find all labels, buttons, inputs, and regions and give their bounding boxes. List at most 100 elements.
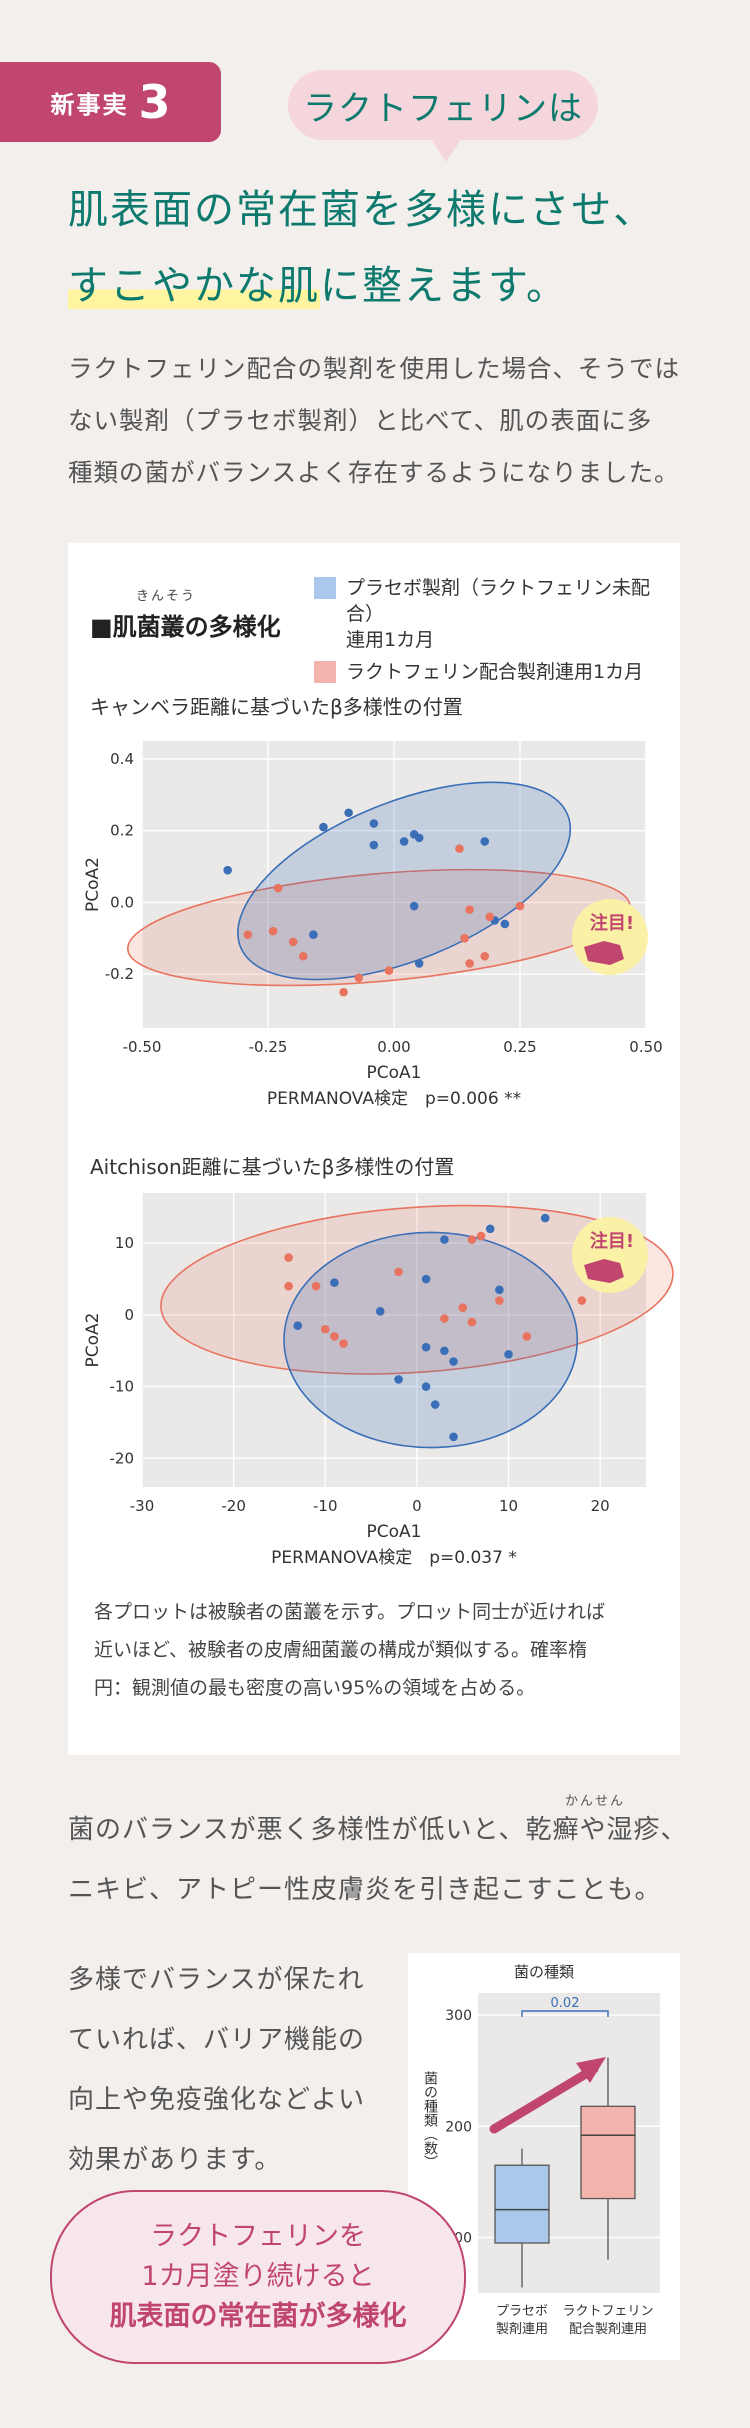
permanova-label: PERMANOVA検定 p=0.037 * [271, 1548, 517, 1568]
para-ruby: かんせん [565, 1794, 626, 1809]
data-point-lactoferrin [394, 1267, 403, 1277]
data-point-placebo [430, 1400, 440, 1409]
x-axis-label: PCoA1 [367, 1522, 422, 1542]
data-point-lactoferrin [284, 1281, 293, 1291]
y-tick-label: 0.4 [110, 750, 134, 768]
data-point-lactoferrin [577, 1296, 587, 1305]
legend-label-placebo: プラセボ製剤（ラクトフェリン未配合） 連用1カ月 [346, 577, 651, 651]
x-tick-label: 10 [499, 1497, 518, 1515]
headline-rest: に整えます。 [320, 263, 568, 309]
confidence-ellipse-placebo [237, 781, 572, 981]
legend-swatch-lactoferrin [314, 661, 336, 683]
y-tick-label: 10 [115, 1234, 134, 1252]
box-plot-title: 菌の種類 [514, 1963, 574, 1981]
data-point-placebo [399, 837, 409, 846]
significance-bracket [521, 2010, 609, 2017]
data-point-placebo [500, 919, 510, 929]
pointing-hand-icon [584, 1259, 624, 1283]
data-point-placebo [421, 1342, 431, 1352]
legend: プラセボ製剤（ラクトフェリン未配合） 連用1カ月 ラクトフェリン配合製剤連用1カ月 [314, 575, 680, 691]
chart2-title: Aitchison距離に基づいたβ多様性の付置 [90, 1155, 455, 1179]
permanova-label: PERMANOVA検定 p=0.006 ** [267, 1089, 521, 1109]
x-tick-label: 20 [591, 1497, 610, 1515]
box-category-label: プラセボ [496, 2304, 548, 2319]
y-tick-label: 0.2 [110, 822, 134, 840]
data-point-placebo [480, 837, 490, 846]
intro-line2: ない製剤（プラセボ製剤）と比べて、肌の表面に多 [68, 406, 653, 435]
data-point-placebo [293, 1321, 303, 1330]
data-point-lactoferrin [455, 844, 464, 853]
data-point-placebo [449, 1357, 458, 1366]
y-axis-label: PCoA2 [83, 1313, 103, 1368]
box-y-tick-label: 300 [445, 2008, 472, 2024]
data-point-lactoferrin [467, 1317, 477, 1327]
data-point-placebo [319, 822, 328, 832]
data-point-placebo [440, 1235, 449, 1244]
new-fact-number: 3 [138, 75, 171, 129]
data-point-lactoferrin [465, 905, 474, 914]
scatter-chart-2: -30 -20 -10 0 10 20 10 0 -10 -20 PCoA1 PERMANOVA検定 … [83, 1193, 674, 1568]
chart1-title: キャンベラ距離に基づいたβ多様性の付置 [90, 695, 463, 719]
data-point-placebo [414, 833, 424, 843]
box-iqr [494, 2164, 550, 2244]
y-tick-label: -0.2 [105, 965, 134, 983]
confidence-ellipse-placebo [283, 1231, 579, 1449]
data-point-lactoferrin [467, 1235, 477, 1244]
x-tick-label: -10 [313, 1497, 338, 1515]
chart-note: 各プロットは被験者の菌叢を示す。プロット同士が近ければ 近いほど、被験者の皮膚細… [94, 1601, 606, 1699]
x-tick-label: -0.50 [123, 1038, 162, 1056]
data-point-lactoferrin [243, 930, 253, 940]
data-point-lactoferrin [458, 1303, 468, 1313]
data-point-placebo [540, 1213, 550, 1223]
x-tick-label: 0.00 [377, 1038, 410, 1056]
para-risk: 菌のバランスが悪く多様性が低いと、乾癬や湿疹、 ニキビ、アトピー性皮膚炎を引き起… [68, 1815, 688, 1905]
data-point-placebo [394, 1375, 403, 1384]
data-point-lactoferrin [354, 973, 364, 983]
attention-callout: 注目! [572, 1217, 648, 1293]
data-point-lactoferrin [495, 1296, 504, 1305]
legend-item-placebo: プラセボ製剤（ラクトフェリン未配合） 連用1カ月 [314, 575, 680, 653]
data-point-lactoferrin [298, 951, 308, 961]
x-tick-label: -0.25 [249, 1038, 288, 1056]
lactoferrin-bubble: ラクトフェリンは [288, 70, 598, 162]
intro-line1: ラクトフェリン配合の製剤を使用した場合、そうでは [68, 354, 680, 383]
speech-bubble: ラクトフェリンを 1カ月塗り続けると 肌表面の常在菌が多様化 [50, 2190, 466, 2364]
headline-highlight: すこやかな肌 [68, 263, 320, 309]
new-fact-tag: 新事実 3 [0, 62, 221, 142]
data-point-placebo [330, 1278, 339, 1287]
box-y-axis-label: 菌の種類（数） [422, 2071, 438, 2169]
data-point-lactoferrin [320, 1324, 330, 1334]
data-point-lactoferrin [284, 1253, 293, 1262]
data-point-placebo [449, 1432, 458, 1442]
headline-line2: すこやかな肌に整えます。 [68, 248, 655, 324]
para-benefit: 多様でバランスが保たれ ていれば、バリア機能の 向上や免疫強化などよい 効果があ… [68, 1965, 366, 2175]
data-point-placebo [421, 1382, 431, 1391]
y-tick-label: 0.0 [110, 893, 134, 911]
y-tick-label: 0 [124, 1306, 134, 1324]
intro-line3: 種類の菌がバランスよく存在するようになりました。 [68, 458, 680, 487]
data-point-placebo [223, 865, 232, 875]
data-point-lactoferrin [273, 883, 283, 893]
data-point-placebo [485, 1224, 495, 1234]
data-point-placebo [309, 930, 318, 940]
x-tick-label: 0.50 [629, 1038, 662, 1056]
plot-area [142, 1193, 646, 1487]
title-ruby: きんそう [136, 589, 197, 604]
data-point-lactoferrin [485, 912, 495, 922]
data-point-placebo [375, 1307, 385, 1316]
data-point-lactoferrin [515, 901, 525, 911]
pointing-hand-icon [584, 941, 624, 965]
headline: 肌表面の常在菌を多様にさせ、 すこやかな肌に整えます。 [68, 172, 655, 324]
data-point-placebo [344, 808, 353, 818]
data-point-placebo [414, 959, 424, 968]
p-value-label: 0.02 [551, 1996, 580, 2011]
box-category-label: 製剤連用 [496, 2321, 548, 2337]
new-fact-label: 新事実 [50, 90, 129, 119]
data-point-lactoferrin [384, 966, 394, 975]
x-tick-label: -30 [130, 1497, 155, 1515]
box-iqr [580, 2105, 636, 2200]
y-tick-label: -20 [110, 1449, 135, 1467]
legend-label-lactoferrin: ラクトフェリン配合製剤連用1カ月 [346, 661, 644, 683]
data-point-lactoferrin [522, 1332, 532, 1341]
x-axis-label: PCoA1 [367, 1063, 422, 1083]
